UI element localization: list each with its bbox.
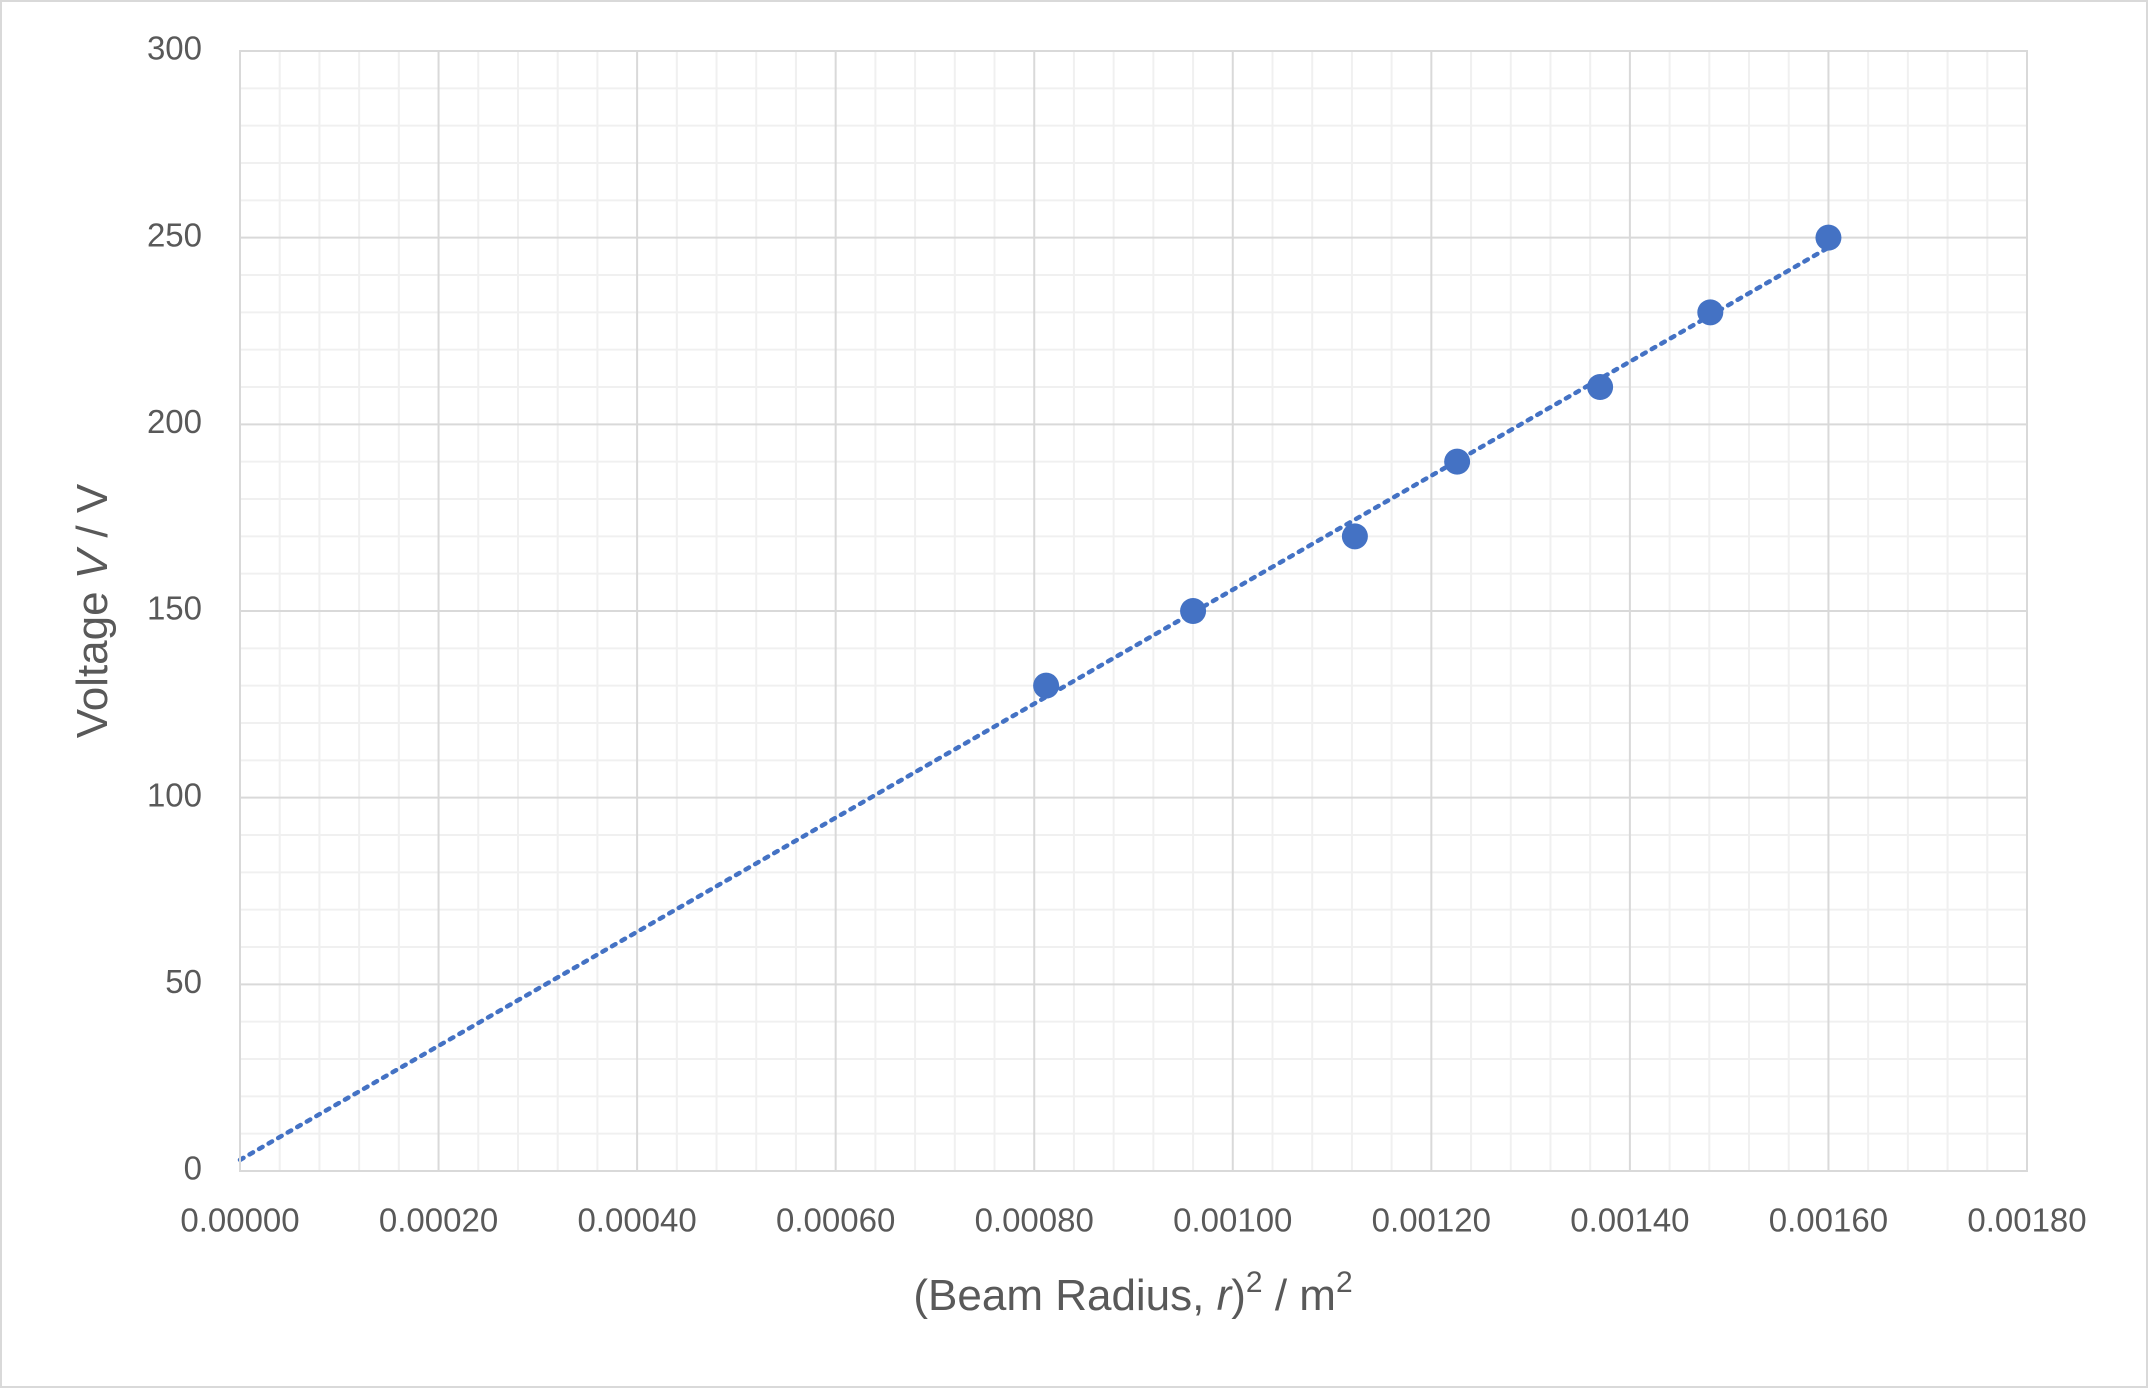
data-point bbox=[1033, 672, 1060, 699]
data-point bbox=[1341, 523, 1368, 550]
data-point bbox=[1697, 299, 1724, 326]
trendline bbox=[237, 245, 1831, 1163]
y-label-part: Voltage bbox=[68, 579, 117, 738]
x-tick-label: 0.00120 bbox=[1372, 1202, 1491, 1239]
x-label-part: 2 bbox=[1246, 1266, 1263, 1299]
x-tick-label: 0.00100 bbox=[1173, 1202, 1292, 1239]
y-tick-label: 0 bbox=[184, 1150, 202, 1187]
x-label-part: (Beam Radius, bbox=[913, 1271, 1216, 1320]
y-tick-label: 250 bbox=[147, 216, 202, 253]
x-tick-label: 0.00040 bbox=[577, 1202, 696, 1239]
x-tick-label: 0.00020 bbox=[379, 1202, 498, 1239]
y-label-part: V bbox=[68, 546, 117, 579]
plot bbox=[237, 224, 1842, 1163]
x-tick-label: 0.00160 bbox=[1769, 1202, 1888, 1239]
x-label-part: r bbox=[1217, 1271, 1234, 1320]
y-tick-label: 150 bbox=[147, 590, 202, 627]
y-tick-label: 50 bbox=[165, 963, 202, 1000]
data-point bbox=[1444, 448, 1471, 475]
y-label-part: / V bbox=[68, 483, 117, 550]
x-label-part: ) bbox=[1231, 1271, 1246, 1320]
x-tick-label: 0.00180 bbox=[1967, 1202, 2086, 1239]
data-point bbox=[1180, 598, 1207, 624]
y-tick-label: 300 bbox=[147, 30, 202, 67]
x-label-part: 2 bbox=[1336, 1266, 1353, 1299]
x-tick-label: 0.00060 bbox=[776, 1202, 895, 1239]
x-tick-label: 0.00000 bbox=[180, 1202, 299, 1239]
y-tick-label: 100 bbox=[147, 776, 202, 813]
data-point bbox=[1815, 224, 1842, 251]
plot-frame bbox=[239, 50, 2028, 1172]
y-axis-title: Voltage V / V bbox=[68, 483, 117, 738]
x-tick-label: 0.00140 bbox=[1570, 1202, 1689, 1239]
x-tick-label: 0.00080 bbox=[975, 1202, 1094, 1239]
x-axis-title: (Beam Radius, r)2 / m2 bbox=[913, 1266, 1352, 1320]
data-point bbox=[1587, 374, 1614, 400]
x-label-part: / m bbox=[1263, 1271, 1336, 1320]
y-tick-label: 200 bbox=[147, 403, 202, 440]
